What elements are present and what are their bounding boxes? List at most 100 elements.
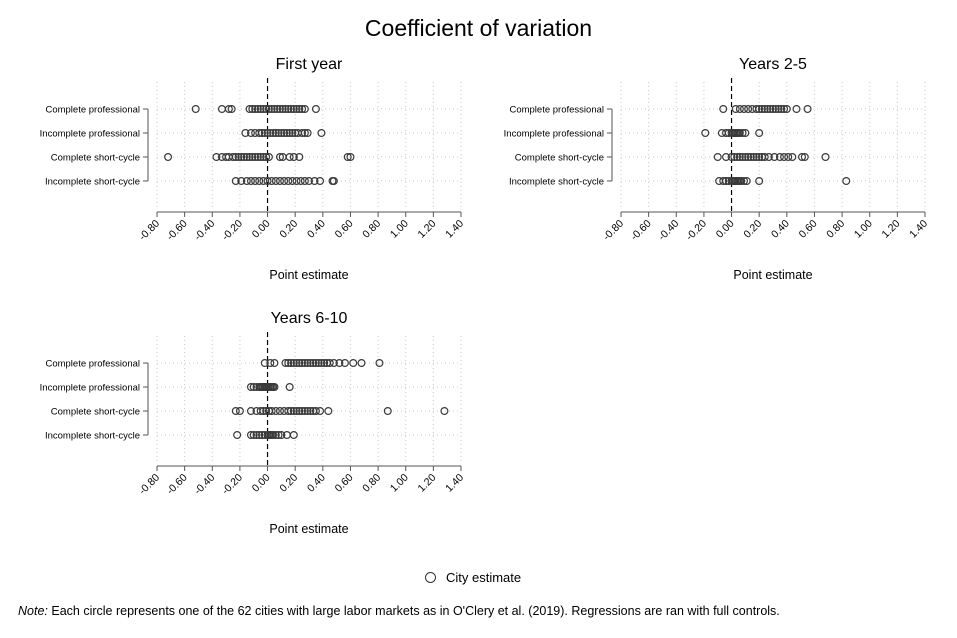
data-point bbox=[287, 359, 296, 368]
data-point bbox=[774, 104, 783, 113]
data-point bbox=[742, 177, 751, 186]
data-point bbox=[771, 104, 780, 113]
data-point bbox=[842, 177, 851, 186]
data-point bbox=[256, 104, 265, 113]
data-point bbox=[231, 177, 240, 186]
data-point bbox=[701, 129, 710, 138]
data-point bbox=[298, 129, 307, 138]
legend-label: City estimate bbox=[446, 570, 522, 585]
data-point bbox=[798, 153, 807, 162]
data-point bbox=[752, 104, 761, 113]
data-point bbox=[242, 177, 251, 186]
data-point bbox=[256, 153, 265, 162]
data-point bbox=[277, 431, 286, 440]
panel-1: First year Complete professional Incomplet… bbox=[40, 56, 467, 282]
data-point bbox=[782, 104, 791, 113]
data-point bbox=[306, 407, 315, 416]
data-point bbox=[735, 129, 744, 138]
data-point bbox=[311, 104, 320, 113]
data-point bbox=[780, 104, 789, 113]
data-point bbox=[760, 104, 769, 113]
y-tick-label: Complete short-cycle bbox=[515, 153, 604, 164]
x-tick-label: 0.00 bbox=[250, 218, 273, 241]
data-point bbox=[267, 104, 276, 113]
data-point bbox=[248, 153, 257, 162]
data-point bbox=[253, 104, 262, 113]
data-point bbox=[285, 153, 294, 162]
data-point bbox=[285, 383, 294, 392]
data-point bbox=[738, 129, 747, 138]
x-tick-label: 0.20 bbox=[741, 218, 764, 241]
data-point bbox=[343, 153, 352, 162]
data-point bbox=[275, 407, 284, 416]
data-point bbox=[267, 407, 276, 416]
data-point bbox=[346, 153, 355, 162]
data-point bbox=[229, 153, 238, 162]
data-point bbox=[763, 104, 772, 113]
x-tick-label: 0.20 bbox=[277, 218, 300, 241]
y-tick-label: Complete short-cycle bbox=[51, 153, 140, 164]
data-point bbox=[300, 129, 309, 138]
data-point bbox=[245, 104, 254, 113]
data-point bbox=[275, 153, 284, 162]
data-point bbox=[275, 177, 284, 186]
y-tick-label: Complete professional bbox=[509, 105, 604, 116]
x-tick-label: 1.40 bbox=[443, 218, 466, 241]
data-point bbox=[730, 153, 739, 162]
panel-title: First year bbox=[276, 56, 343, 73]
data-point bbox=[340, 359, 349, 368]
data-point bbox=[303, 407, 312, 416]
y-tick-label: Complete professional bbox=[45, 359, 140, 370]
data-point bbox=[284, 407, 293, 416]
data-point bbox=[259, 153, 268, 162]
data-point bbox=[738, 153, 747, 162]
data-point bbox=[270, 104, 279, 113]
x-tick-label: -0.40 bbox=[656, 218, 682, 244]
data-point bbox=[284, 104, 293, 113]
data-point bbox=[335, 359, 344, 368]
data-point bbox=[713, 153, 722, 162]
x-tick-label: -0.80 bbox=[137, 472, 163, 498]
data-point bbox=[803, 104, 812, 113]
data-point bbox=[284, 177, 293, 186]
data-point bbox=[231, 153, 240, 162]
data-point bbox=[292, 104, 301, 113]
data-point bbox=[251, 104, 260, 113]
data-point bbox=[752, 153, 761, 162]
data-point bbox=[267, 177, 276, 186]
x-tick-label: -0.20 bbox=[220, 218, 246, 244]
data-point bbox=[274, 431, 283, 440]
data-point bbox=[259, 407, 268, 416]
data-point bbox=[788, 153, 797, 162]
x-tick-label: 1.20 bbox=[416, 218, 439, 241]
data-point bbox=[284, 359, 293, 368]
y-tick-label: Incomplete professional bbox=[40, 383, 140, 394]
data-point bbox=[755, 104, 764, 113]
data-point bbox=[266, 129, 275, 138]
x-tick-label: 0.00 bbox=[714, 218, 737, 241]
data-point bbox=[266, 359, 275, 368]
x-tick-label: -0.60 bbox=[628, 218, 654, 244]
data-point bbox=[800, 153, 809, 162]
x-tick-label: 0.60 bbox=[333, 218, 356, 241]
x-tick-label: 0.40 bbox=[305, 472, 328, 495]
data-point bbox=[306, 359, 315, 368]
data-point bbox=[292, 407, 301, 416]
data-point bbox=[263, 177, 272, 186]
data-point bbox=[263, 129, 272, 138]
data-point bbox=[255, 129, 264, 138]
panel-title: Years 2-5 bbox=[739, 56, 807, 73]
data-point bbox=[298, 407, 307, 416]
data-point bbox=[784, 153, 793, 162]
data-point bbox=[303, 129, 312, 138]
data-point bbox=[744, 104, 753, 113]
data-point bbox=[262, 104, 271, 113]
data-point bbox=[739, 104, 748, 113]
data-point bbox=[295, 359, 304, 368]
y-tick-label: Incomplete short-cycle bbox=[45, 431, 140, 442]
data-point bbox=[164, 153, 173, 162]
x-tick-label: 0.60 bbox=[797, 218, 820, 241]
x-axis-title: Point estimate bbox=[733, 268, 812, 282]
data-point bbox=[357, 359, 366, 368]
